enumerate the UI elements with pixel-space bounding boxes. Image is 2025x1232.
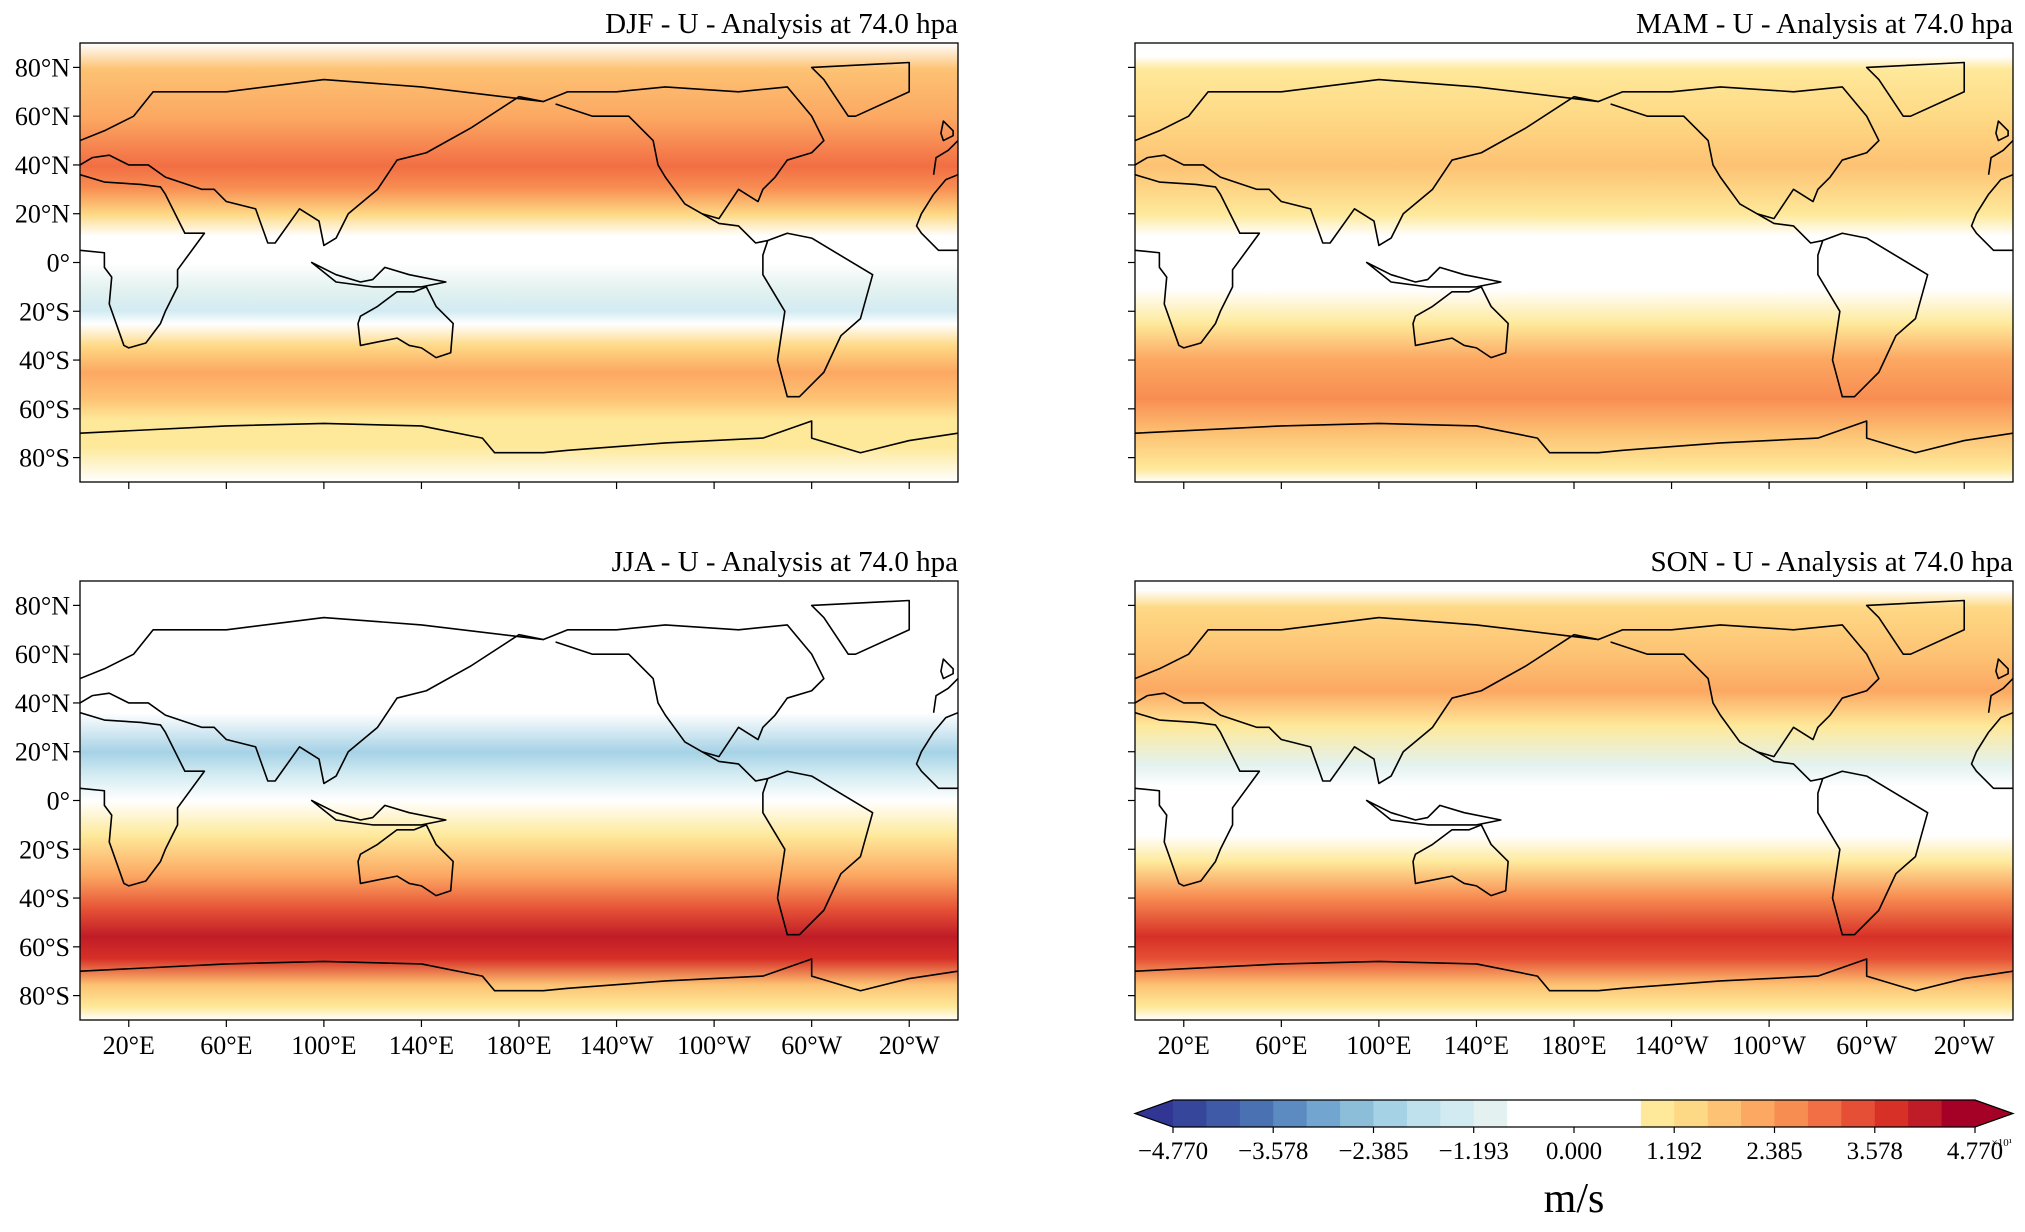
colorbar-tick-label: −4.770 (1138, 1138, 1208, 1165)
colorbar-tick-label: 4.770 (1947, 1138, 2003, 1165)
wind-field (80, 581, 958, 1020)
y-tick-label: 20°S (19, 835, 70, 864)
colorbar-segment (1507, 1100, 1542, 1127)
colorbar-tick-label: 3.578 (1847, 1138, 1903, 1165)
x-tick-label: 60°W (781, 1031, 842, 1060)
x-tick-label: 20°E (1158, 1031, 1210, 1060)
colorbar-segment (1540, 1100, 1575, 1127)
colorbar-tick-label: −3.578 (1238, 1138, 1308, 1165)
panel-title: SON - U - Analysis at 74.0 hpa (1651, 546, 2014, 578)
y-tick-label: 80°N (15, 53, 70, 82)
wind-field (1135, 581, 2013, 1020)
colorbar-segment (1607, 1100, 1642, 1127)
y-tick-label: 60°S (19, 933, 70, 962)
colorbar-tick-label: −1.193 (1439, 1138, 1509, 1165)
colorbar-segment (1440, 1100, 1475, 1127)
y-tick-label: 0° (47, 249, 70, 278)
x-tick-label: 180°E (1541, 1031, 1606, 1060)
colorbar-segment (1473, 1100, 1508, 1127)
y-tick-label: 20°N (15, 738, 70, 767)
y-tick-label: 20°S (19, 297, 70, 326)
y-tick-label: 40°S (19, 346, 70, 375)
y-tick-label: 60°S (19, 395, 70, 424)
colorbar-segment (1373, 1100, 1408, 1127)
x-tick-label: 60°E (200, 1031, 252, 1060)
x-tick-label: 20°E (103, 1031, 155, 1060)
y-tick-label: 40°S (19, 884, 70, 913)
map-panel (80, 581, 958, 1020)
colorbar-segment (1306, 1100, 1341, 1127)
colorbar-tick-label: −2.385 (1338, 1138, 1408, 1165)
colorbar-extend-high (1975, 1100, 2013, 1127)
colorbar-segment (1841, 1100, 1876, 1127)
x-tick-label: 140°E (1444, 1031, 1509, 1060)
panel-title: MAM - U - Analysis at 74.0 hpa (1636, 8, 2013, 40)
colorbar-segment (1674, 1100, 1709, 1127)
y-tick-label: 80°S (19, 982, 70, 1011)
y-tick-label: 60°N (15, 640, 70, 669)
x-tick-label: 60°E (1255, 1031, 1307, 1060)
x-tick-label: 20°W (879, 1031, 940, 1060)
colorbar-segment (1874, 1100, 1909, 1127)
colorbar-tick-label: 0.000 (1546, 1138, 1602, 1165)
x-tick-label: 140°E (389, 1031, 454, 1060)
wind-field (80, 43, 958, 482)
colorbar-segment (1640, 1100, 1675, 1127)
colorbar-tick-label: 2.385 (1746, 1138, 1802, 1165)
map-panel (80, 43, 958, 482)
x-tick-label: 180°E (486, 1031, 551, 1060)
y-tick-label: 40°N (15, 151, 70, 180)
x-tick-label: 100°E (291, 1031, 356, 1060)
panel-title: JJA - U - Analysis at 74.0 hpa (612, 546, 959, 578)
y-tick-label: 0° (47, 787, 70, 816)
y-tick-label: 80°S (19, 444, 70, 473)
colorbar-label: m/s (1544, 1176, 1605, 1222)
colorbar-segment (1908, 1100, 1943, 1127)
x-tick-label: 100°W (1732, 1031, 1806, 1060)
colorbar-extend-low (1135, 1100, 1173, 1127)
x-tick-label: 100°W (677, 1031, 751, 1060)
colorbar-segment (1406, 1100, 1441, 1127)
colorbar-segment (1574, 1100, 1608, 1127)
wind-field (1135, 43, 2013, 482)
colorbar-segment (1941, 1100, 1976, 1127)
panel-title: DJF - U - Analysis at 74.0 hpa (605, 8, 958, 40)
colorbar-segment (1340, 1100, 1374, 1127)
x-tick-label: 20°W (1934, 1031, 1995, 1060)
y-tick-label: 60°N (15, 102, 70, 131)
colorbar-segment (1206, 1100, 1241, 1127)
y-tick-label: 20°N (15, 200, 70, 229)
map-panel (1135, 581, 2013, 1020)
map-panel (1135, 43, 2013, 482)
colorbar-segment (1173, 1100, 1207, 1127)
y-tick-label: 40°N (15, 689, 70, 718)
colorbar-segment (1273, 1100, 1308, 1127)
colorbar-segment (1707, 1100, 1742, 1127)
colorbar-tick-label: 1.192 (1646, 1138, 1702, 1165)
colorbar-segment (1741, 1100, 1775, 1127)
x-tick-label: 60°W (1836, 1031, 1897, 1060)
colorbar-segment (1239, 1100, 1274, 1127)
x-tick-label: 140°W (580, 1031, 654, 1060)
colorbar-segment (1774, 1100, 1809, 1127)
x-tick-label: 100°E (1346, 1031, 1411, 1060)
colorbar-exponent: ×10¹ (1991, 1137, 2012, 1149)
colorbar-segment (1807, 1100, 1842, 1127)
x-tick-label: 140°W (1635, 1031, 1709, 1060)
y-tick-label: 80°N (15, 591, 70, 620)
